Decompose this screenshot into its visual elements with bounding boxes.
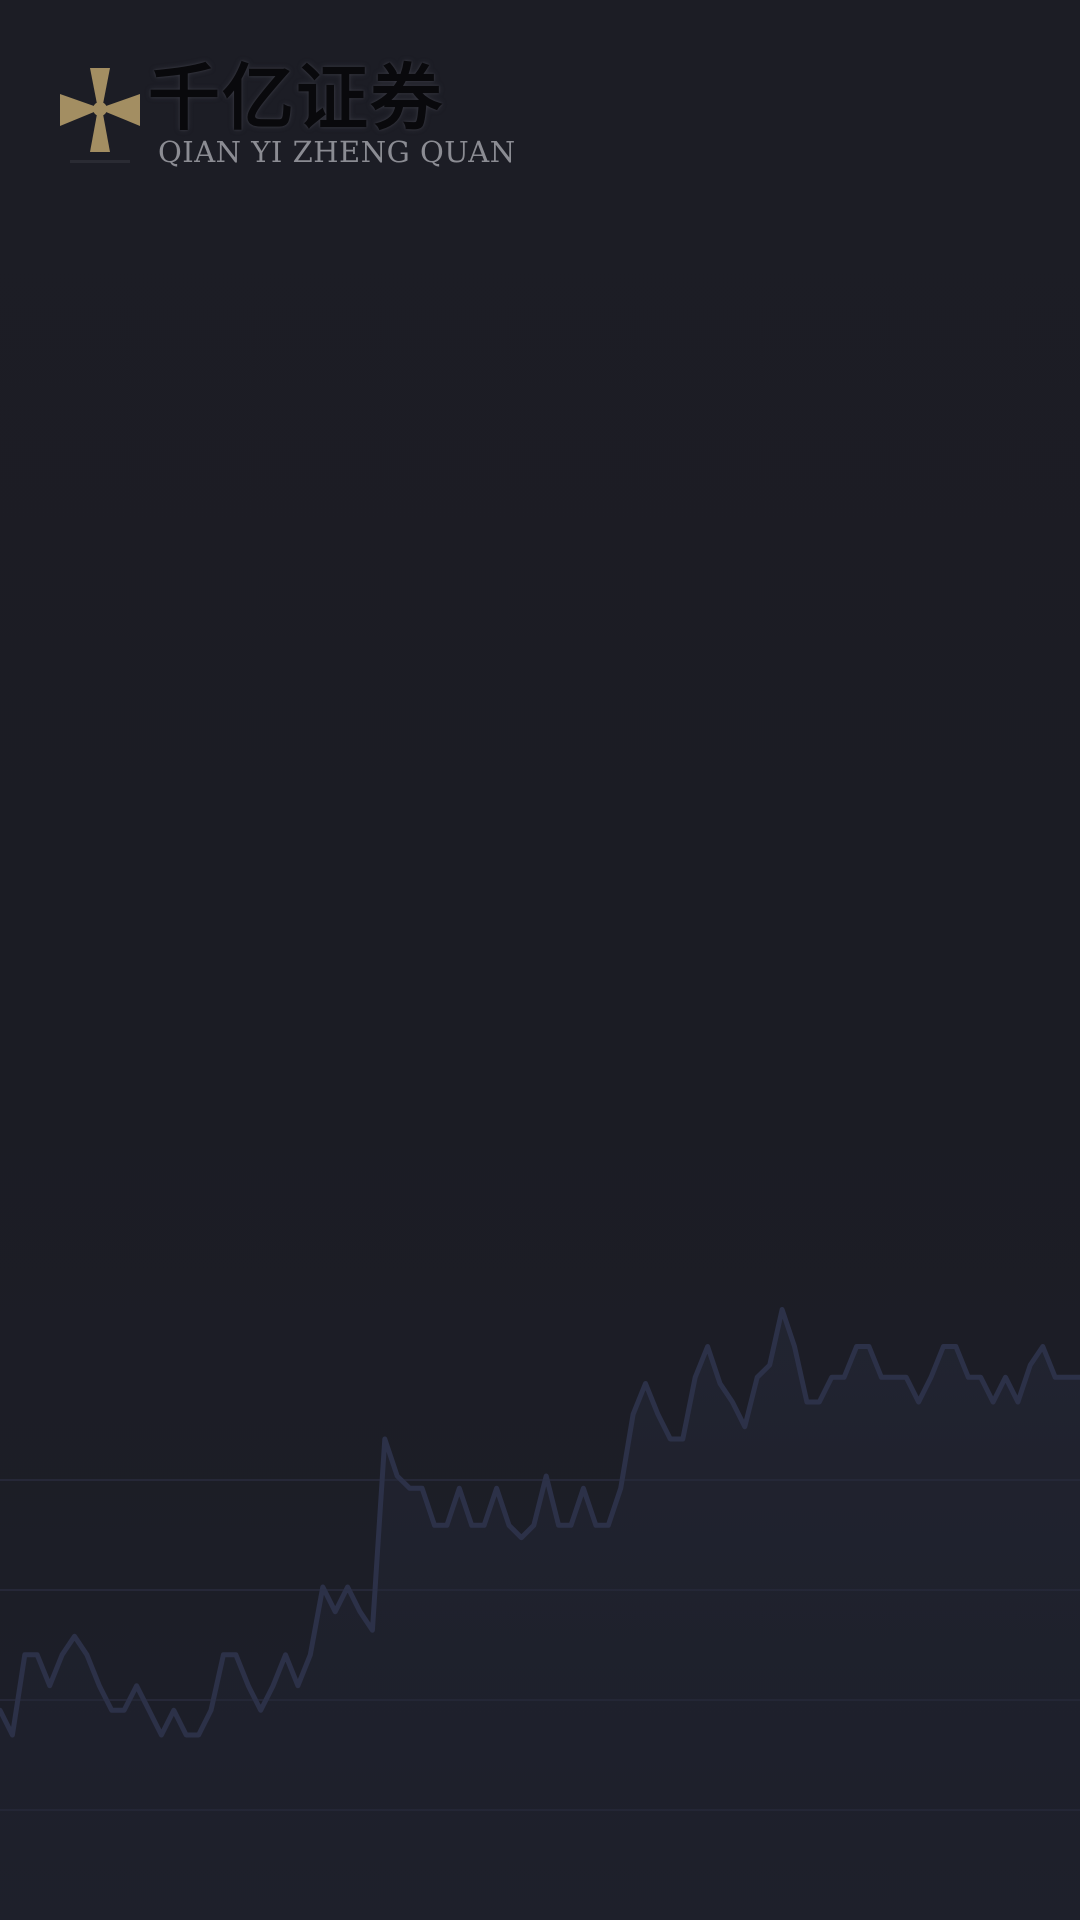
logo-english-name: QIAN YI ZHENG QUAN: [158, 135, 516, 169]
chart-area-fill: [0, 1309, 1080, 1920]
gold-cross-emblem-icon: [60, 68, 140, 163]
logo-chinese-name: 千亿证券: [148, 56, 445, 140]
background-stock-chart: [0, 1307, 1080, 1920]
app-logo: 千亿证券 QIAN YI ZHENG QUAN: [60, 58, 515, 182]
chart-price-line: [0, 1307, 1080, 1738]
